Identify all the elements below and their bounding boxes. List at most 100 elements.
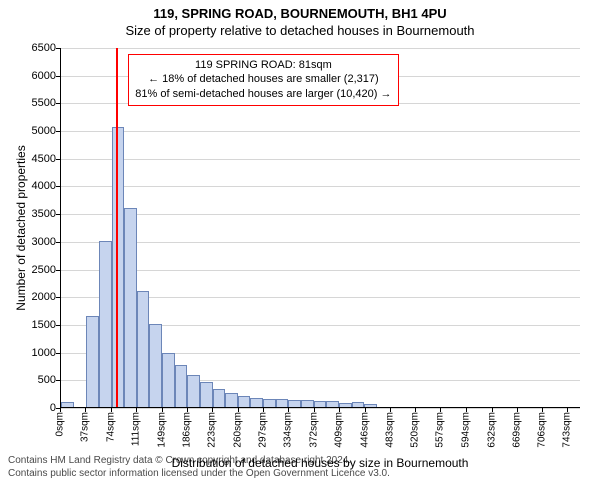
ytick-label: 2500 — [32, 264, 56, 276]
histogram-bar — [238, 396, 251, 407]
callout-line: 81% of semi-detached houses are larger (… — [135, 87, 391, 102]
xtick-label: 743sqm — [562, 412, 573, 448]
xtick-mark — [85, 408, 86, 412]
gridline — [61, 214, 580, 215]
xtick-label: 223sqm — [207, 412, 218, 448]
ytick-mark — [56, 48, 60, 49]
ytick-label: 4000 — [32, 180, 56, 192]
xtick-mark — [238, 408, 239, 412]
xtick-label: 74sqm — [105, 412, 116, 442]
xtick-mark — [339, 408, 340, 412]
ytick-mark — [56, 214, 60, 215]
ytick-mark — [56, 380, 60, 381]
ytick-label: 3000 — [32, 236, 56, 248]
ytick-mark — [56, 325, 60, 326]
xtick-label: 111sqm — [130, 412, 141, 446]
y-axis-label: Number of detached properties — [14, 48, 28, 408]
gridline — [61, 48, 580, 49]
xtick-label: 706sqm — [537, 412, 548, 448]
xtick-mark — [212, 408, 213, 412]
xtick-mark — [136, 408, 137, 412]
xtick-mark — [187, 408, 188, 412]
histogram-bar — [187, 375, 200, 407]
histogram-bar — [162, 353, 175, 407]
gridline — [61, 131, 580, 132]
callout-box: 119 SPRING ROAD: 81sqm← 18% of detached … — [128, 54, 398, 107]
gridline — [61, 408, 580, 409]
plot-area: 119 SPRING ROAD: 81sqm← 18% of detached … — [60, 48, 580, 408]
xtick-mark — [263, 408, 264, 412]
histogram-bar — [61, 402, 74, 407]
chart-titles: 119, SPRING ROAD, BOURNEMOUTH, BH1 4PU S… — [0, 6, 600, 38]
histogram-bar — [250, 398, 263, 407]
xtick-mark — [466, 408, 467, 412]
gridline — [61, 186, 580, 187]
histogram-bar — [99, 241, 112, 407]
ytick-mark — [56, 76, 60, 77]
title-main: 119, SPRING ROAD, BOURNEMOUTH, BH1 4PU — [0, 6, 600, 21]
histogram-bar — [314, 401, 327, 407]
ytick-label: 4500 — [32, 153, 56, 165]
xtick-label: 372sqm — [309, 412, 320, 448]
x-axis-label: Distribution of detached houses by size … — [60, 456, 580, 470]
histogram-bar — [175, 365, 188, 407]
gridline — [61, 159, 580, 160]
xtick-label: 557sqm — [435, 412, 446, 448]
histogram-bar — [263, 399, 276, 407]
ytick-label: 6500 — [32, 42, 56, 54]
histogram-bar — [364, 404, 377, 407]
xtick-mark — [111, 408, 112, 412]
gridline — [61, 270, 580, 271]
xtick-label: 594sqm — [460, 412, 471, 448]
xtick-label: 483sqm — [384, 412, 395, 448]
xtick-mark — [567, 408, 568, 412]
xtick-mark — [492, 408, 493, 412]
ytick-mark — [56, 297, 60, 298]
xtick-label: 334sqm — [283, 412, 294, 448]
histogram-bar — [352, 402, 365, 407]
xtick-label: 0sqm — [55, 412, 66, 436]
histogram-bar — [326, 401, 339, 407]
histogram-bar — [124, 208, 137, 407]
histogram-bar — [86, 316, 99, 407]
xtick-label: 520sqm — [410, 412, 421, 448]
callout-line: ← 18% of detached houses are smaller (2,… — [135, 72, 391, 87]
title-sub: Size of property relative to detached ho… — [0, 23, 600, 38]
ytick-mark — [56, 353, 60, 354]
callout-line: 119 SPRING ROAD: 81sqm — [135, 58, 391, 73]
ytick-label: 1000 — [32, 347, 56, 359]
xtick-mark — [365, 408, 366, 412]
gridline — [61, 242, 580, 243]
xtick-label: 186sqm — [182, 412, 193, 448]
xtick-mark — [390, 408, 391, 412]
ytick-label: 3500 — [32, 208, 56, 220]
histogram-bar — [137, 291, 150, 407]
xtick-label: 149sqm — [156, 412, 167, 448]
ytick-label: 1500 — [32, 319, 56, 331]
ytick-mark — [56, 186, 60, 187]
ytick-mark — [56, 131, 60, 132]
xtick-mark — [415, 408, 416, 412]
ytick-label: 5500 — [32, 97, 56, 109]
xtick-mark — [162, 408, 163, 412]
xtick-label: 297sqm — [257, 412, 268, 448]
ytick-mark — [56, 270, 60, 271]
xtick-mark — [288, 408, 289, 412]
ytick-label: 6000 — [32, 70, 56, 82]
histogram-bar — [213, 389, 226, 407]
histogram-bar — [149, 324, 162, 407]
xtick-mark — [517, 408, 518, 412]
xtick-label: 669sqm — [511, 412, 522, 448]
ytick-label: 5000 — [32, 125, 56, 137]
xtick-mark — [440, 408, 441, 412]
chart: Number of detached properties 119 SPRING… — [0, 38, 600, 448]
histogram-bar — [301, 400, 314, 407]
xtick-label: 409sqm — [334, 412, 345, 448]
histogram-bar — [200, 382, 213, 407]
ytick-mark — [56, 103, 60, 104]
xtick-mark — [60, 408, 61, 412]
xtick-label: 37sqm — [80, 412, 91, 442]
xtick-mark — [542, 408, 543, 412]
marker-line — [116, 48, 118, 407]
ytick-mark — [56, 242, 60, 243]
